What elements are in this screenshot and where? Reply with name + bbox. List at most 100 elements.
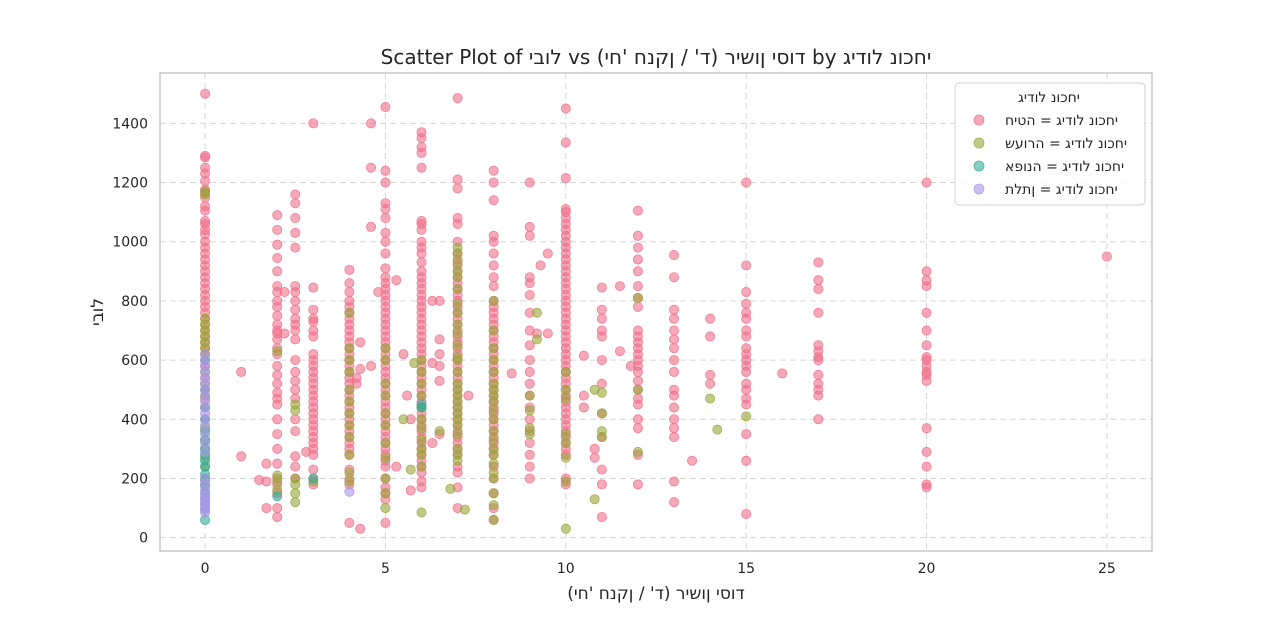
data-point — [380, 248, 391, 259]
data-point — [380, 343, 391, 354]
data-point — [632, 242, 643, 253]
y-tick-label: 800 — [121, 294, 148, 310]
data-point — [452, 429, 463, 440]
data-point — [344, 264, 355, 275]
data-point — [416, 248, 427, 259]
data-point — [380, 473, 391, 484]
data-point — [813, 369, 824, 380]
data-point — [416, 414, 427, 425]
data-point — [614, 281, 625, 292]
data-point — [391, 275, 402, 286]
data-point — [290, 334, 301, 345]
data-point — [344, 278, 355, 289]
data-point — [524, 230, 535, 241]
y-axis-label: לובי — [88, 298, 108, 326]
data-point — [524, 429, 535, 440]
data-point — [366, 361, 377, 372]
data-point — [279, 328, 290, 339]
data-point — [632, 254, 643, 265]
data-point — [452, 298, 463, 309]
data-point — [632, 414, 643, 425]
legend-entry: יחכונ לודיג = הטיח — [1005, 113, 1118, 129]
data-point — [452, 366, 463, 377]
data-point — [416, 461, 427, 472]
data-point — [488, 488, 499, 499]
y-tick-label: 400 — [121, 412, 148, 428]
data-point — [344, 307, 355, 318]
data-point — [488, 177, 499, 188]
data-point — [290, 497, 301, 508]
data-point — [813, 390, 824, 401]
data-point — [427, 437, 438, 448]
data-point — [290, 426, 301, 437]
data-point — [272, 224, 283, 235]
data-point — [741, 260, 752, 271]
data-point — [380, 408, 391, 419]
data-points — [200, 88, 1112, 534]
data-point — [741, 313, 752, 324]
data-point — [524, 177, 535, 188]
data-point — [452, 183, 463, 194]
legend-entry: יחכונ לודיג = הנופא — [1005, 159, 1124, 175]
data-point — [813, 257, 824, 268]
data-point — [355, 337, 366, 348]
data-point — [344, 355, 355, 366]
data-point — [416, 423, 427, 434]
data-point — [596, 304, 607, 315]
data-point — [669, 334, 680, 345]
data-point — [200, 446, 211, 457]
data-point — [488, 295, 499, 306]
data-point — [705, 313, 716, 324]
data-point — [452, 319, 463, 330]
data-point — [921, 482, 932, 493]
data-point — [272, 361, 283, 372]
legend-items: יחכונ לודיג = הטיח יחכונ לודיג = הרועש יחכ… — [973, 113, 1127, 198]
data-point — [380, 420, 391, 431]
x-tick-label: 0 — [201, 561, 210, 577]
data-point — [506, 368, 517, 379]
data-point — [596, 355, 607, 366]
data-point — [272, 503, 283, 514]
data-point — [200, 507, 211, 518]
data-point — [416, 162, 427, 173]
data-point — [290, 227, 301, 238]
data-point — [290, 213, 301, 224]
data-point — [405, 464, 416, 475]
y-axis-ticks: 0 200 400 600 800 1000 1200 1400 — [112, 116, 148, 546]
data-point — [741, 177, 752, 188]
data-point — [669, 325, 680, 336]
data-point — [488, 272, 499, 283]
data-point — [560, 384, 571, 395]
data-point — [524, 278, 535, 289]
data-point — [488, 473, 499, 484]
data-point — [705, 369, 716, 380]
data-point — [669, 355, 680, 366]
data-point — [488, 325, 499, 336]
x-tick-label: 10 — [557, 561, 575, 577]
data-point — [524, 473, 535, 484]
data-point — [434, 375, 445, 386]
x-axis-label: דוסי ןושיר (ד' / ןקנח 'חי) — [567, 584, 745, 604]
data-point — [712, 424, 723, 435]
data-point — [589, 443, 600, 454]
data-point — [452, 420, 463, 431]
data-point — [921, 340, 932, 351]
data-point — [669, 343, 680, 354]
data-point — [632, 281, 643, 292]
data-point — [542, 328, 553, 339]
data-point — [578, 390, 589, 401]
data-point — [416, 482, 427, 493]
data-point — [434, 361, 445, 372]
data-point — [632, 375, 643, 386]
legend-marker — [973, 114, 985, 126]
data-point — [560, 452, 571, 463]
data-point — [596, 331, 607, 342]
y-tick-label: 1200 — [112, 176, 148, 192]
data-point — [261, 503, 272, 514]
data-point — [380, 452, 391, 463]
data-point — [344, 384, 355, 395]
data-point — [632, 446, 643, 457]
data-point — [290, 325, 301, 336]
data-point — [416, 366, 427, 377]
